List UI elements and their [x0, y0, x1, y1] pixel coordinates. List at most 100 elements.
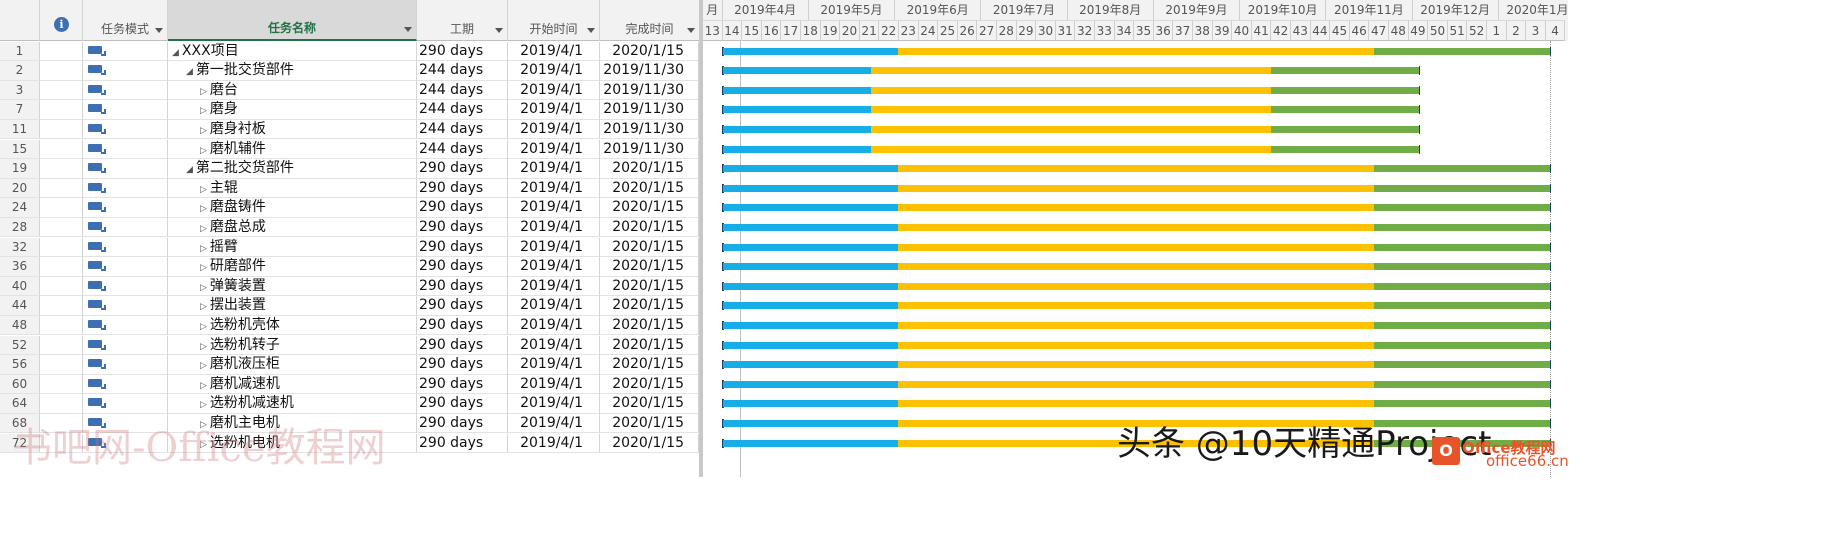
expand-icon[interactable]: ▷: [200, 400, 207, 411]
row-id[interactable]: 19: [0, 159, 40, 179]
finish-cell[interactable]: 2020/1/15: [600, 394, 699, 414]
start-cell[interactable]: 2019/4/1: [508, 41, 600, 62]
row-id[interactable]: 64: [0, 394, 40, 414]
row-id[interactable]: 40: [0, 276, 40, 297]
gantt-bar-green[interactable]: [1374, 380, 1550, 388]
start-cell[interactable]: 2019/4/1: [508, 374, 600, 395]
gantt-bar-orange[interactable]: [870, 67, 1271, 75]
duration-cell[interactable]: 244 days: [417, 61, 508, 81]
row-id[interactable]: 56: [0, 355, 40, 375]
expand-icon[interactable]: ▷: [200, 106, 207, 117]
duration-cell[interactable]: 290 days: [417, 159, 508, 179]
start-cell[interactable]: 2019/4/1: [508, 237, 600, 258]
finish-cell[interactable]: 2020/1/15: [600, 198, 699, 218]
gantt-bar-green[interactable]: [1270, 125, 1419, 133]
chevron-down-icon[interactable]: [587, 28, 595, 33]
expand-icon[interactable]: ▷: [200, 419, 207, 430]
task-mode-cell[interactable]: [83, 41, 168, 62]
gantt-bar-green[interactable]: [1374, 341, 1550, 349]
finish-cell[interactable]: 2020/1/15: [600, 296, 699, 316]
start-cell[interactable]: 2019/4/1: [508, 276, 600, 297]
task-name-cell[interactable]: ▷ 研磨部件: [168, 257, 417, 277]
gantt-bar-green[interactable]: [1270, 145, 1419, 153]
start-cell[interactable]: 2019/4/1: [508, 198, 600, 218]
table-row[interactable]: 19 ◢ 第二批交货部件 290 days 2019/4/1 2020/1/15: [0, 159, 700, 179]
row-id[interactable]: 48: [0, 315, 40, 336]
duration-cell[interactable]: 244 days: [417, 139, 508, 160]
duration-cell[interactable]: 244 days: [417, 100, 508, 120]
task-name-cell[interactable]: ▷ 磨身衬板: [168, 119, 417, 140]
gantt-bar-orange[interactable]: [898, 184, 1375, 192]
task-name-cell[interactable]: ◢ 第二批交货部件: [168, 159, 417, 179]
task-name-cell[interactable]: ▷ 主辊: [168, 178, 417, 199]
gantt-bar-orange[interactable]: [898, 165, 1375, 173]
table-row[interactable]: 15 ▷ 磨机辅件 244 days 2019/4/1 2019/11/30: [0, 139, 700, 160]
gantt-bar-blue[interactable]: [723, 204, 899, 212]
gantt-bar-green[interactable]: [1270, 86, 1419, 94]
duration-cell[interactable]: 290 days: [417, 374, 508, 395]
task-mode-cell[interactable]: [83, 119, 168, 140]
task-mode-cell[interactable]: [83, 315, 168, 336]
row-id[interactable]: 7: [0, 100, 40, 120]
table-row[interactable]: 24 ▷ 磨盘铸件 290 days 2019/4/1 2020/1/15: [0, 198, 700, 218]
duration-cell[interactable]: 290 days: [417, 41, 508, 62]
start-cell[interactable]: 2019/4/1: [508, 433, 600, 454]
indicators-column-header[interactable]: i: [40, 0, 83, 41]
start-cell[interactable]: 2019/4/1: [508, 100, 600, 120]
duration-cell[interactable]: 290 days: [417, 296, 508, 316]
gantt-bar-blue[interactable]: [723, 302, 899, 310]
task-mode-cell[interactable]: [83, 276, 168, 297]
task-name-cell[interactable]: ▷ 摆出装置: [168, 296, 417, 316]
finish-cell[interactable]: 2020/1/15: [600, 315, 699, 336]
gantt-bar-orange[interactable]: [898, 380, 1375, 388]
task-mode-cell[interactable]: [83, 335, 168, 356]
task-mode-cell[interactable]: [83, 217, 168, 238]
gantt-bar-blue[interactable]: [723, 439, 899, 447]
finish-cell[interactable]: 2020/1/15: [600, 159, 699, 179]
expand-icon[interactable]: ▷: [200, 223, 207, 234]
duration-cell[interactable]: 244 days: [417, 119, 508, 140]
start-cell[interactable]: 2019/4/1: [508, 139, 600, 160]
expand-icon[interactable]: ▷: [200, 243, 207, 254]
task-name-cell[interactable]: ▷ 摇臂: [168, 237, 417, 258]
start-cell[interactable]: 2019/4/1: [508, 355, 600, 375]
table-row[interactable]: 7 ▷ 磨身 244 days 2019/4/1 2019/11/30: [0, 100, 700, 120]
start-cell[interactable]: 2019/4/1: [508, 80, 600, 101]
table-row[interactable]: 11 ▷ 磨身衬板 244 days 2019/4/1 2019/11/30: [0, 119, 700, 140]
row-id[interactable]: 1: [0, 41, 40, 62]
collapse-icon[interactable]: ◢: [172, 47, 179, 58]
row-id[interactable]: 44: [0, 296, 40, 316]
task-name-cell[interactable]: ▷ 选粉机电机: [168, 433, 417, 454]
gantt-bar-blue[interactable]: [723, 361, 899, 369]
task-name-cell[interactable]: ▷ 选粉机转子: [168, 335, 417, 356]
gantt-bar-green[interactable]: [1374, 321, 1550, 329]
select-all-corner[interactable]: [0, 0, 40, 41]
duration-cell[interactable]: 290 days: [417, 178, 508, 199]
finish-cell[interactable]: 2020/1/15: [600, 374, 699, 395]
row-id[interactable]: 11: [0, 119, 40, 140]
task-name-cell[interactable]: ▷ 弹簧装置: [168, 276, 417, 297]
expand-icon[interactable]: ▷: [200, 321, 207, 332]
gantt-bar-orange[interactable]: [870, 145, 1271, 153]
gantt-bar-blue[interactable]: [723, 263, 899, 271]
expand-icon[interactable]: ▷: [200, 302, 207, 313]
gantt-bar-orange[interactable]: [898, 419, 1375, 427]
expand-icon[interactable]: ▷: [200, 204, 207, 215]
task-mode-cell[interactable]: [83, 100, 168, 120]
finish-column-header[interactable]: 完成时间: [600, 0, 700, 41]
start-cell[interactable]: 2019/4/1: [508, 413, 600, 434]
finish-cell[interactable]: 2019/11/30: [600, 61, 699, 81]
duration-cell[interactable]: 290 days: [417, 355, 508, 375]
duration-cell[interactable]: 290 days: [417, 433, 508, 454]
table-row[interactable]: 36 ▷ 研磨部件 290 days 2019/4/1 2020/1/15: [0, 257, 700, 277]
gantt-bar-blue[interactable]: [723, 184, 899, 192]
view-splitter[interactable]: [699, 0, 703, 477]
gantt-bar-blue[interactable]: [723, 86, 871, 94]
task-name-column-header[interactable]: 任务名称: [168, 0, 417, 41]
table-row[interactable]: 1 ◢ XXX项目 290 days 2019/4/1 2020/1/15: [0, 41, 700, 62]
finish-cell[interactable]: 2020/1/15: [600, 413, 699, 434]
finish-cell[interactable]: 2020/1/15: [600, 276, 699, 297]
gantt-bar-green[interactable]: [1270, 106, 1419, 114]
gantt-bar-orange[interactable]: [898, 361, 1375, 369]
collapse-icon[interactable]: ◢: [186, 67, 193, 78]
